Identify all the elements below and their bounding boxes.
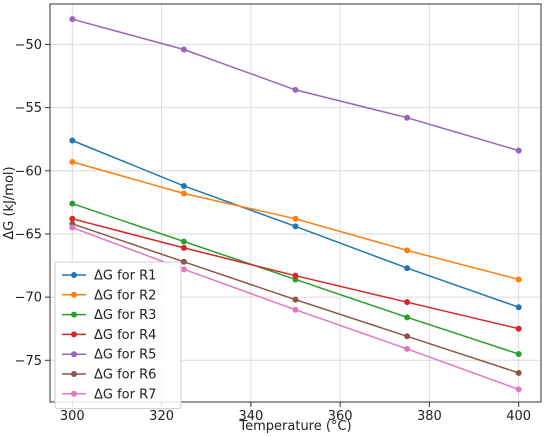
legend-entry: ΔG for R7 xyxy=(62,387,156,402)
legend-label: ΔG for R3 xyxy=(94,308,156,323)
x-tick-label: 360 xyxy=(328,409,353,424)
series-line xyxy=(72,18,519,152)
data-point xyxy=(180,258,187,265)
data-point xyxy=(69,137,76,144)
x-tick-label: 380 xyxy=(417,409,442,424)
data-point xyxy=(292,306,299,313)
data-point xyxy=(515,325,522,332)
series-r5 xyxy=(69,16,522,154)
data-point xyxy=(180,190,187,197)
data-point xyxy=(292,272,299,279)
legend-label: ΔG for R4 xyxy=(94,328,156,343)
legend-entry: ΔG for R3 xyxy=(62,308,156,323)
legend-label: ΔG for R7 xyxy=(94,387,156,402)
series-r1 xyxy=(69,137,522,311)
legend-entry: ΔG for R1 xyxy=(62,269,156,284)
x-tick-label: 400 xyxy=(506,409,531,424)
x-tick-label: 300 xyxy=(60,409,85,424)
legend-box xyxy=(54,261,182,410)
legend-marker xyxy=(71,311,77,318)
data-point xyxy=(180,244,187,251)
data-point xyxy=(404,114,411,121)
data-point xyxy=(292,215,299,222)
data-point xyxy=(515,276,522,283)
series-r3 xyxy=(69,200,522,357)
y-tick-label: −70 xyxy=(15,291,42,306)
series-lines xyxy=(69,16,522,393)
legend: ΔG for R1 ΔG for R2 ΔG for R3 ΔG for R4 ΔG f… xyxy=(54,261,182,410)
legend-label: ΔG for R6 xyxy=(94,368,156,383)
data-point xyxy=(69,224,76,231)
data-point xyxy=(180,238,187,245)
y-axis-label: ΔG (kJ/mol) xyxy=(2,166,17,239)
data-point xyxy=(69,200,76,207)
legend-label: ΔG for R1 xyxy=(94,269,156,284)
data-point xyxy=(180,266,187,273)
data-point xyxy=(404,345,411,352)
legend-marker xyxy=(71,390,77,397)
data-point xyxy=(69,16,76,23)
data-point xyxy=(180,46,187,53)
data-point xyxy=(515,350,522,357)
data-point xyxy=(404,265,411,272)
x-tick-label: 340 xyxy=(238,409,263,424)
data-point xyxy=(515,147,522,154)
plot-area-frame xyxy=(49,3,542,403)
series-r7 xyxy=(69,224,522,393)
data-point xyxy=(404,299,411,306)
legend-entry: ΔG for R2 xyxy=(62,288,156,303)
legend-label: ΔG for R5 xyxy=(94,348,156,363)
data-point xyxy=(292,296,299,303)
y-tick-label: −75 xyxy=(15,354,42,369)
y-tick-label: −55 xyxy=(15,101,42,116)
legend-entry: ΔG for R6 xyxy=(62,368,156,383)
legend-entry: ΔG for R4 xyxy=(62,328,156,343)
data-point xyxy=(180,182,187,189)
data-point xyxy=(515,369,522,376)
legend-label: ΔG for R2 xyxy=(94,288,156,303)
data-point xyxy=(69,215,76,222)
y-tick-label: −65 xyxy=(15,227,42,242)
legend-entry: ΔG for R5 xyxy=(62,348,156,363)
series-r4 xyxy=(69,215,522,332)
data-point xyxy=(515,386,522,393)
data-point xyxy=(404,314,411,321)
data-point xyxy=(515,304,522,311)
y-tick-label: −50 xyxy=(15,38,42,53)
legend-marker xyxy=(71,272,77,278)
axis-ticks: 300 320 340 360 380 400 −75 −70 −65 −60 −55 −50 xyxy=(15,38,532,424)
data-point xyxy=(404,247,411,254)
data-point xyxy=(404,333,411,340)
legend-marker xyxy=(71,371,77,377)
data-point xyxy=(292,223,299,230)
x-tick-label: 320 xyxy=(149,409,174,424)
legend-marker xyxy=(71,351,77,358)
series-r2 xyxy=(69,158,522,283)
data-point xyxy=(292,86,299,93)
legend-marker xyxy=(71,331,77,338)
y-tick-label: −60 xyxy=(15,164,42,179)
data-point xyxy=(69,158,76,165)
x-axis-label: Temperature (°C) xyxy=(238,419,351,434)
legend-marker xyxy=(71,291,77,298)
